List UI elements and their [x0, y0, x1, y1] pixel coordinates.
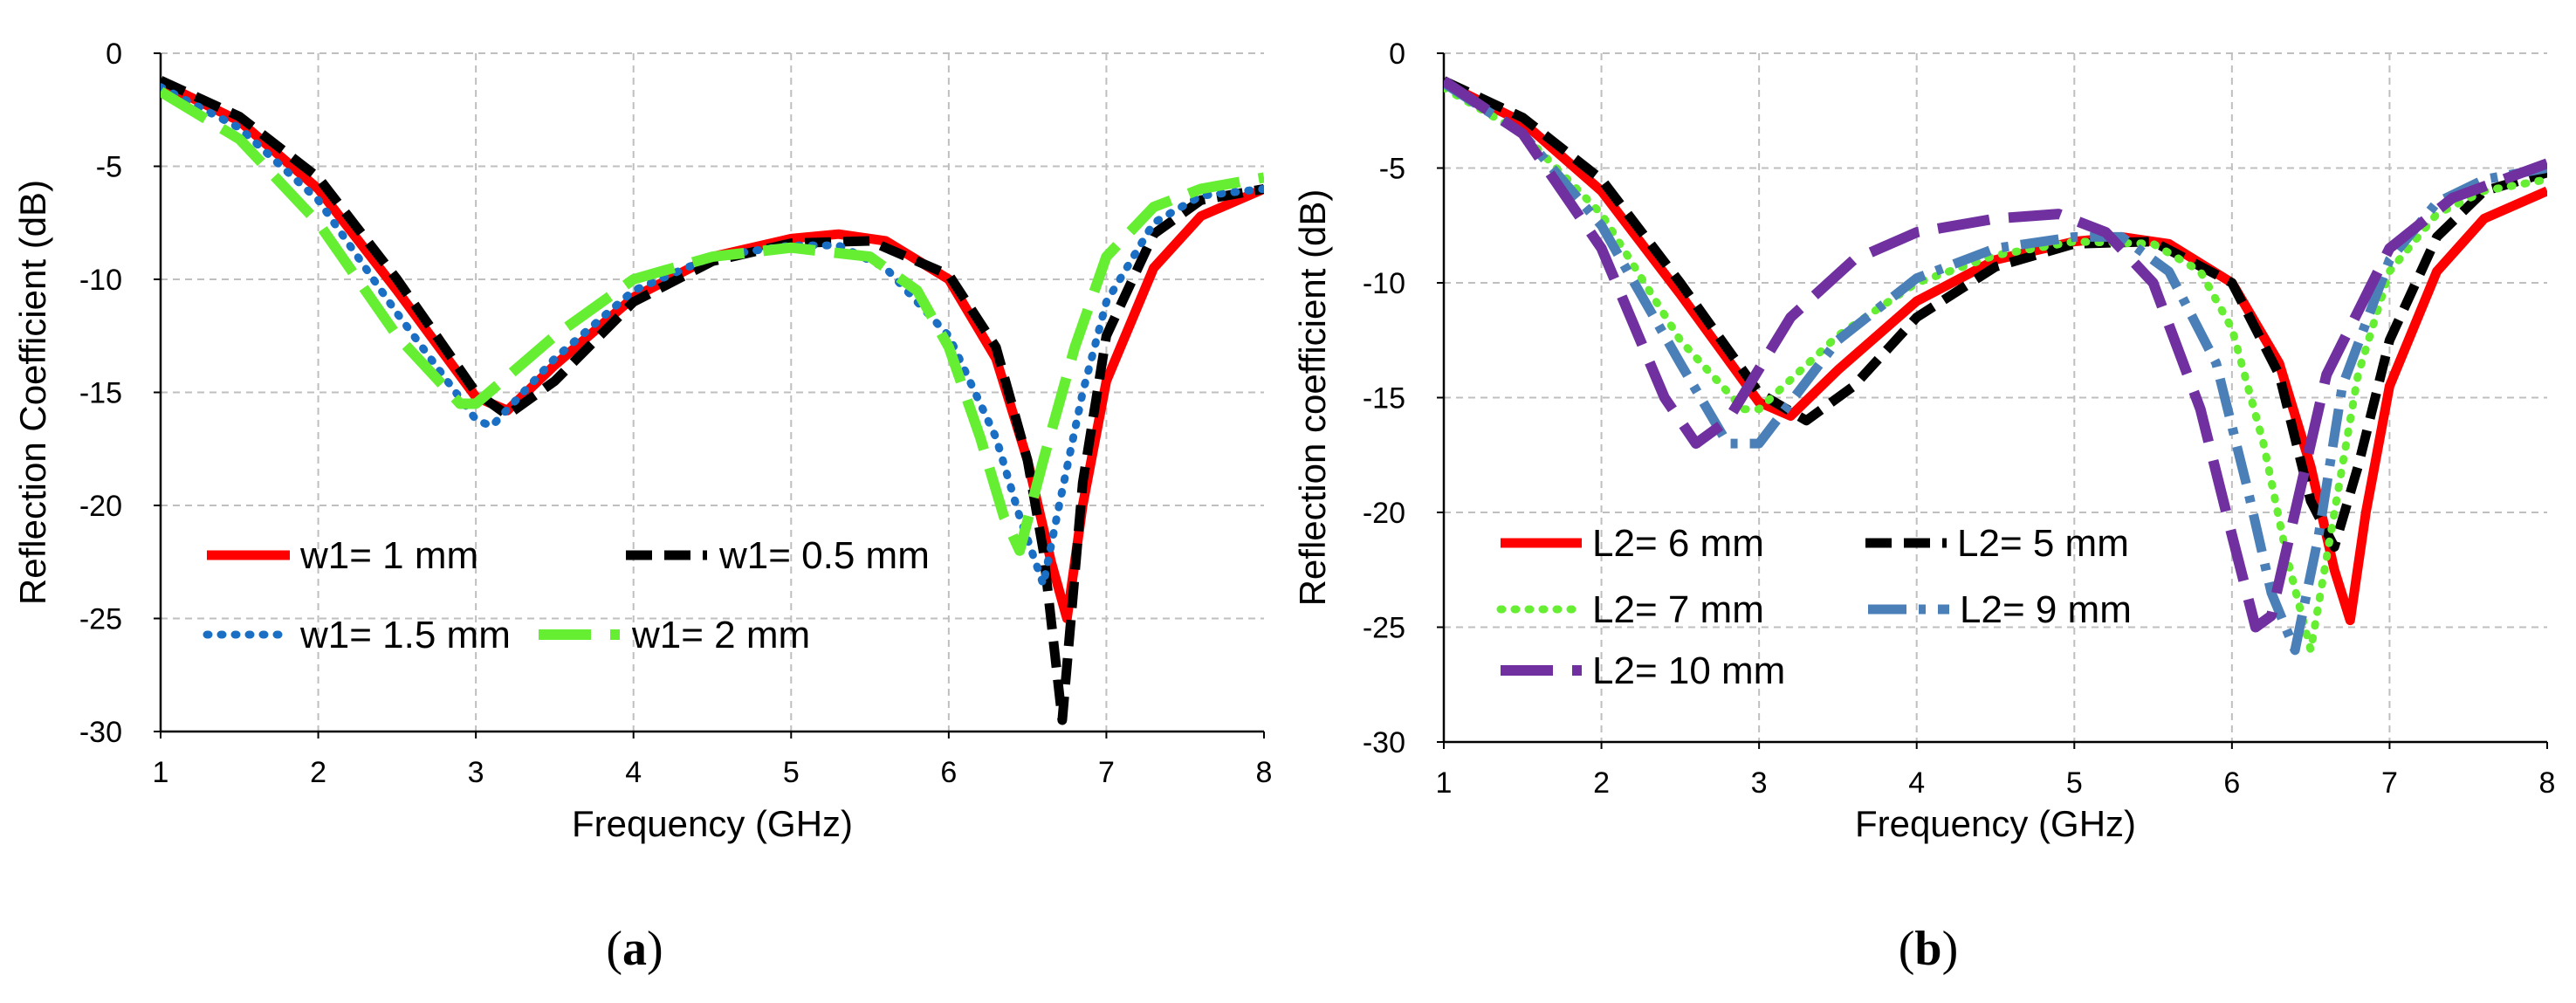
series-line-3 — [1444, 84, 2547, 655]
y-tick-label: -5 — [96, 151, 122, 184]
legend-label: w1= 1 mm — [299, 534, 478, 577]
y-tick-label: 0 — [106, 38, 122, 71]
x-tick-label: 2 — [1593, 766, 1610, 800]
grid — [161, 52, 1264, 732]
x-tick-label: 3 — [468, 756, 484, 789]
x-tick-label: 6 — [940, 756, 957, 789]
legend-label: L2= 5 mm — [1957, 522, 2129, 565]
y-tick-label: -10 — [1363, 267, 1405, 300]
x-tick-label: 1 — [1436, 766, 1453, 800]
y-tick-label: 0 — [1389, 38, 1405, 71]
y-axis-label: Reflection Coefficient (dB) — [12, 180, 53, 605]
panel-label: (a) — [606, 922, 663, 976]
grid — [1444, 52, 2547, 742]
x-tick-label: 7 — [1098, 756, 1115, 789]
series-group — [1444, 76, 2547, 656]
y-tick-label: -25 — [1363, 612, 1405, 645]
x-tick-label: 4 — [625, 756, 642, 789]
x-axis-label: Frequency (GHz) — [572, 803, 853, 844]
y-tick-label: -10 — [79, 264, 122, 297]
y-tick-label: -20 — [79, 490, 122, 523]
x-tick-label: 2 — [310, 756, 326, 789]
y-axis-label: Reflection coefficient (dB) — [1292, 189, 1333, 607]
legend: L2= 6 mm L2= 5 mm L2= 7 mm L2= 9 mm L2= 10 m… — [1496, 522, 2132, 692]
legend-label: L2= 7 mm — [1592, 588, 1764, 631]
x-tick-label: 8 — [1256, 756, 1273, 789]
legend-label: w1= 2 mm — [631, 614, 810, 656]
series-line-4 — [1444, 79, 2547, 656]
panel-b-chart: 1 2 3 4 5 6 7 8 0 -5 -10 -15 -20 -25 -30 Frequency (GHz… — [1292, 38, 2555, 976]
x-tick-label: 4 — [1908, 766, 1925, 800]
y-tick-label: -15 — [1363, 382, 1405, 416]
x-tick-label: 7 — [2381, 766, 2398, 800]
y-tick-label: -15 — [79, 377, 122, 410]
legend: w1= 1 mm w1= 0.5 mm w1= 1.5 mm w1= 2 mm — [203, 534, 930, 656]
legend-label: L2= 9 mm — [1960, 588, 2132, 631]
series-line-4 — [161, 86, 1264, 556]
legend-label: L2= 10 mm — [1592, 649, 1785, 692]
series-line-5 — [1444, 76, 2547, 633]
y-tick-label: -30 — [79, 716, 122, 749]
y-tick-label: -30 — [1363, 726, 1405, 759]
panel-a-chart: 1 2 3 4 5 6 7 8 0 -5 -10 -15 -20 -25 -30 Frequency (GHz… — [12, 38, 1272, 976]
series-group — [161, 76, 1264, 725]
series-line-2 — [161, 76, 1264, 725]
x-tick-label: 3 — [1751, 766, 1768, 800]
x-tick-label: 5 — [783, 756, 800, 789]
y-tick-label: -25 — [79, 603, 122, 636]
y-tick-label: -5 — [1379, 153, 1405, 186]
legend-label: w1= 1.5 mm — [299, 614, 511, 656]
x-tick-label: 6 — [2223, 766, 2240, 800]
y-tick-label: -20 — [1363, 497, 1405, 530]
series-line-3 — [161, 83, 1264, 589]
x-axis-label: Frequency (GHz) — [1855, 803, 2136, 844]
legend-label: w1= 0.5 mm — [718, 534, 930, 577]
series-line-2 — [1444, 76, 2547, 552]
x-tick-label: 8 — [2539, 766, 2556, 800]
legend-label: L2= 6 mm — [1592, 522, 1764, 565]
panel-label: (b) — [1899, 922, 1958, 976]
x-tick-label: 5 — [2066, 766, 2083, 800]
x-tick-label: 1 — [153, 756, 169, 789]
